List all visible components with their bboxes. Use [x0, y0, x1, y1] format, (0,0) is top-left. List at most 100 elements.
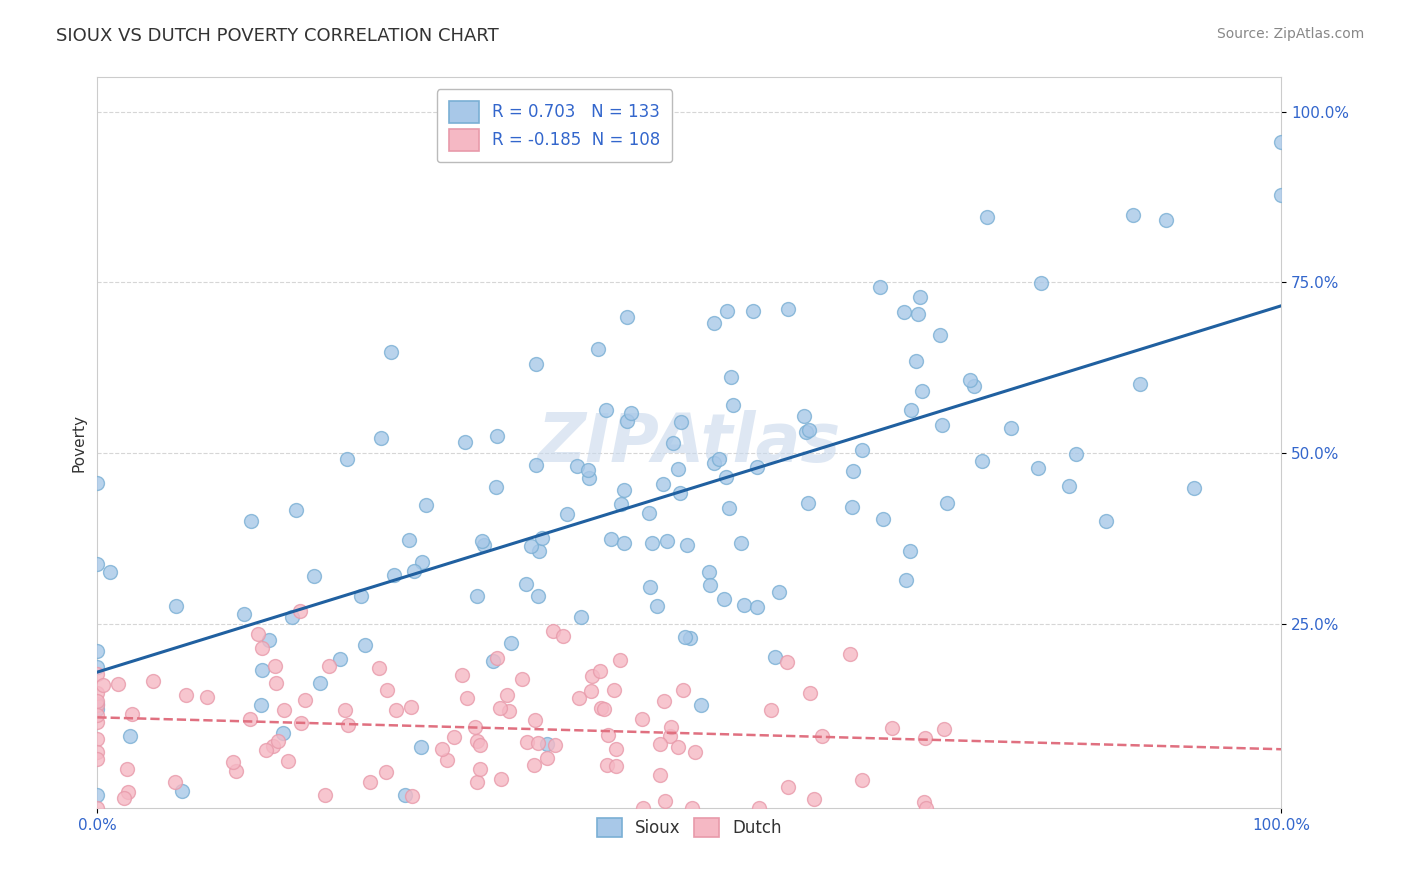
Point [86, 698, 108, 712]
Point [576, 462, 599, 476]
Point [252, 641, 274, 656]
Point [415, 498, 437, 512]
Point [112, 790, 135, 805]
Point [280, 609, 302, 624]
Point [678, 631, 700, 645]
Point [1026, 461, 1049, 475]
Point [793, 409, 815, 424]
Point [893, 305, 915, 319]
Point [747, 599, 769, 614]
Point [894, 574, 917, 588]
Point [931, 418, 953, 433]
Point [591, 701, 613, 715]
Point [699, 578, 721, 592]
Point [277, 754, 299, 768]
Point [631, 712, 654, 726]
Point [468, 738, 491, 752]
Point [250, 698, 273, 712]
Point [851, 442, 873, 457]
Point [380, 345, 402, 359]
Point [239, 515, 262, 529]
Point [117, 785, 139, 799]
Point [1064, 447, 1087, 461]
Point [486, 429, 509, 443]
Point [748, 801, 770, 815]
Text: SIOUX VS DUTCH POVERTY CORRELATION CHART: SIOUX VS DUTCH POVERTY CORRELATION CHART [56, 27, 499, 45]
Point [605, 742, 627, 756]
Point [524, 714, 547, 728]
Point [581, 669, 603, 683]
Point [600, 532, 623, 546]
Point [616, 310, 638, 324]
Point [778, 301, 800, 316]
Point [385, 703, 408, 717]
Point [516, 735, 538, 749]
Point [759, 703, 782, 717]
Point [652, 477, 675, 491]
Point [900, 402, 922, 417]
Point [654, 794, 676, 808]
Point [142, 674, 165, 689]
Point [118, 729, 141, 743]
Point [336, 452, 359, 467]
Point [592, 702, 614, 716]
Point [1182, 482, 1205, 496]
Point [465, 589, 488, 603]
Point [613, 536, 636, 550]
Point [174, 688, 197, 702]
Point [929, 327, 952, 342]
Point [799, 423, 821, 437]
Point [595, 403, 617, 417]
Point [86, 686, 108, 700]
Point [86, 667, 108, 681]
Point [271, 726, 294, 740]
Point [309, 676, 332, 690]
Point [717, 501, 740, 516]
Point [195, 690, 218, 704]
Point [264, 659, 287, 673]
Point [523, 758, 546, 772]
Point [589, 664, 612, 678]
Point [568, 690, 591, 705]
Point [555, 507, 578, 521]
Point [86, 752, 108, 766]
Point [898, 544, 921, 558]
Point [454, 434, 477, 449]
Point [645, 599, 668, 614]
Point [596, 728, 619, 742]
Point [526, 589, 548, 603]
Point [1057, 479, 1080, 493]
Point [472, 538, 495, 552]
Point [86, 698, 108, 713]
Point [648, 737, 671, 751]
Point [314, 788, 336, 802]
Point [465, 775, 488, 789]
Point [468, 762, 491, 776]
Point [370, 431, 392, 445]
Point [165, 599, 187, 613]
Point [1095, 514, 1118, 528]
Point [551, 628, 574, 642]
Point [671, 683, 693, 698]
Point [579, 684, 602, 698]
Point [703, 316, 725, 330]
Point [524, 357, 547, 371]
Point [430, 742, 453, 756]
Point [238, 712, 260, 726]
Point [485, 480, 508, 494]
Point [375, 765, 398, 780]
Point [605, 758, 627, 772]
Point [763, 649, 786, 664]
Point [451, 668, 474, 682]
Point [803, 792, 825, 806]
Point [170, 784, 193, 798]
Point [578, 471, 600, 485]
Point [225, 764, 247, 778]
Point [544, 738, 567, 752]
Y-axis label: Poverty: Poverty [72, 414, 86, 472]
Point [290, 716, 312, 731]
Point [273, 703, 295, 717]
Point [907, 306, 929, 320]
Point [659, 721, 682, 735]
Point [976, 210, 998, 224]
